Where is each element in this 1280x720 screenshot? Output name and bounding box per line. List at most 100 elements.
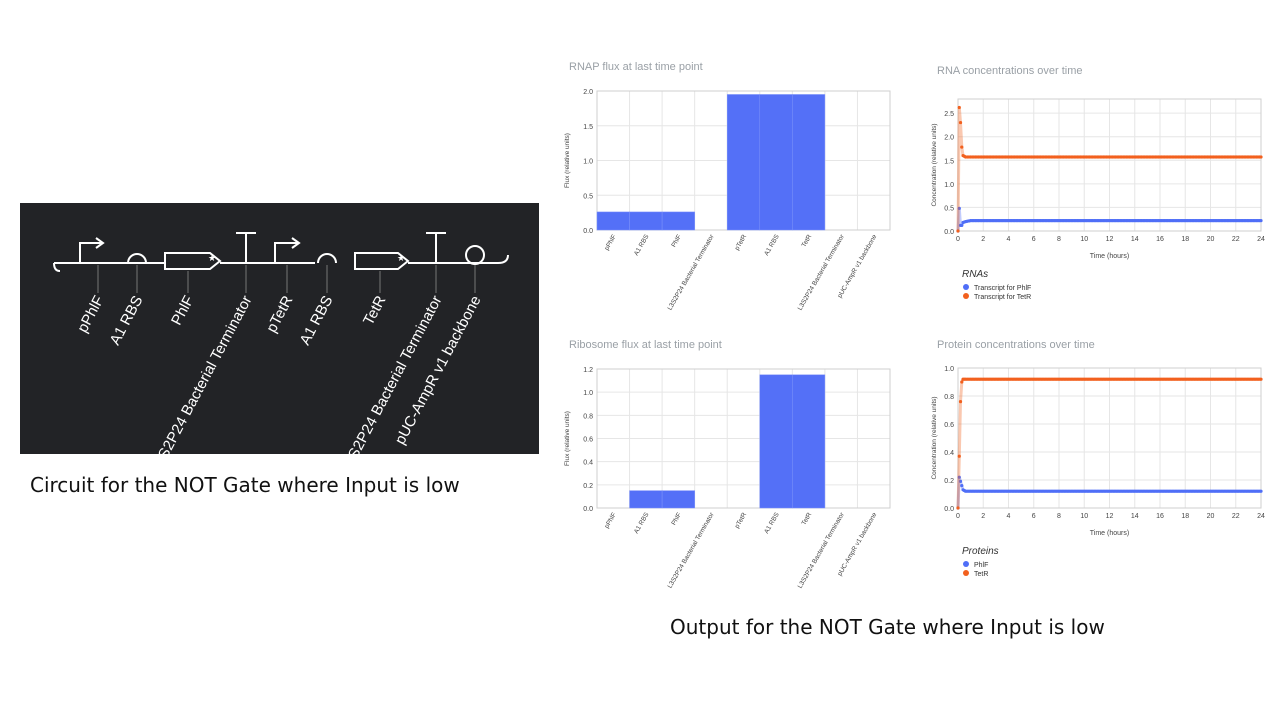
x-tick-label: 0 [956,513,960,520]
x-tick-label: 20 [1207,513,1215,520]
y-tick-label: 2.0 [583,89,593,96]
plot-frame [957,98,1262,232]
x-tick-label: 6 [1032,236,1036,243]
output-caption: Output for the NOT Gate where Input is l… [670,615,1105,639]
x-tick-label: 0 [956,236,960,243]
x-tick-label: 8 [1057,236,1061,243]
data-point [960,145,964,149]
y-tick-label: 2.5 [944,111,954,118]
x-tick-label: 8 [1057,513,1061,520]
x-tick-label: 22 [1232,236,1240,243]
data-point [960,484,964,488]
circuit-label: A1 RBS [296,293,336,348]
legend-swatch [963,284,969,290]
y-tick-label: 0.8 [583,413,593,420]
x-tick-label: 12 [1106,236,1114,243]
y-axis-label: Flux (relative units) [564,411,571,466]
x-tick-label: 4 [1007,236,1011,243]
x-tick-label: pUC-AmpR v1 backbone [836,233,878,299]
y-tick-label: 0.0 [583,228,593,235]
data-point [957,206,961,210]
x-tick-label: 24 [1257,236,1265,243]
bar [661,490,695,509]
x-tick-label: pUC-AmpR v1 backbone [836,511,878,577]
rnap-chart-title: RNAP flux at last time point [569,61,703,73]
bar [661,211,695,231]
data-point [956,506,960,510]
data-point [958,400,963,404]
y-tick-label: 2.0 [944,135,954,142]
y-tick-label: 0.4 [944,450,954,457]
y-axis-label: Concentration (relative units) [931,123,938,206]
legend-entry: Transcript for TetR [974,294,1031,301]
y-tick-label: 0.0 [944,506,954,513]
legend-entry: PhlF [974,562,988,569]
x-tick-label: 6 [1032,513,1036,520]
rbs-glyph-2 [317,253,337,264]
y-tick-label: 0.6 [944,422,954,429]
rbs-glyph-1 [127,253,147,264]
y-tick-label: 0.4 [583,460,593,467]
y-tick-label: 1.0 [583,390,593,397]
x-tick-label: 10 [1080,236,1088,243]
x-tick-label: 18 [1181,513,1189,520]
legend-title: Proteins [962,546,999,557]
promoter-arrow-1 [95,237,105,249]
y-tick-label: 0.8 [944,394,954,401]
circuit-label: A1 RBS [106,293,146,348]
protein-concentration-chart: 0.00.20.40.60.81.00 2 4 6 8 10 12 14 16 18 20 22 24T… [931,366,1265,578]
legend-entry: Transcript for PhlF [974,285,1031,292]
x-tick-label: pTetR [734,233,749,251]
y-axis-label: Flux (relative units) [564,133,571,188]
x-tick-label: PhlF [670,511,683,526]
bar [726,94,761,231]
y-tick-label: 1.0 [944,182,954,189]
y-tick-label: 0.2 [583,483,593,490]
y-tick-label: 1.5 [583,124,593,131]
x-tick-label: 2 [981,513,985,520]
bar [792,94,826,231]
promoter-arrow-2 [291,237,301,249]
legend-swatch [963,293,969,299]
x-tick-label: TetR [801,511,814,526]
x-tick-label: 24 [1257,513,1265,520]
x-tick-label: 16 [1156,236,1164,243]
x-tick-label: 12 [1106,513,1114,520]
circuit-label: pPhlF [74,293,107,336]
circuit-label: TetR [360,293,390,328]
data-point [1259,219,1263,223]
x-tick-label: 22 [1232,513,1240,520]
bar [792,374,826,509]
y-tick-label: 1.0 [583,159,593,166]
legend-title: RNAs [962,269,988,280]
cds-glyph-2 [354,252,410,270]
data-point [956,229,960,233]
promoter-glyph-1 [79,242,102,263]
rna-concentration-chart: 0.00.51.01.52.02.50 2 4 6 8 10 12 14 16 18 20 22 24T… [931,98,1265,301]
bar [629,490,663,509]
y-tick-label: 0.5 [944,205,954,212]
plot-frame [596,368,891,509]
terminator-glyph-1 [236,232,256,263]
data-point [1259,489,1263,493]
x-tick-label: 16 [1156,513,1164,520]
svg-text:★: ★ [397,253,405,263]
x-tick-label: pPhlF [603,511,618,529]
bar [596,211,630,231]
x-tick-label: A1 RBS [633,233,651,257]
ribosome-chart-title: Ribosome flux at last time point [569,339,722,351]
y-tick-label: 1.5 [944,158,954,165]
y-tick-label: 0.0 [583,506,593,513]
y-axis-label: Concentration (relative units) [931,396,938,479]
x-tick-label: A1 RBS [633,511,651,535]
data-point [957,105,961,110]
bar [629,211,663,231]
circuit-diagram: ★ ★ pPhlF A1 RBS PhlF L3S2P24 Bacterial Ter… [20,203,539,477]
rna-chart-title: RNA concentrations over time [937,65,1083,77]
y-tick-label: 0.6 [583,437,593,444]
y-tick-label: 1.0 [944,366,954,373]
data-point [1259,377,1263,381]
